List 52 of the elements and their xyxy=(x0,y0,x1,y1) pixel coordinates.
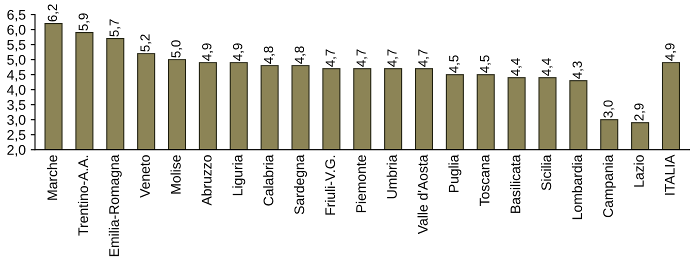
data-label: 4,7 xyxy=(326,49,336,67)
data-label: 4,7 xyxy=(356,49,368,67)
y-tick-label: 2,0 xyxy=(7,145,26,157)
y-tick-label: 6,5 xyxy=(7,10,26,22)
x-tick-label: Piemonte xyxy=(356,155,366,212)
y-tick-label: 4,0 xyxy=(6,84,26,96)
x-tick-label: Abruzzo xyxy=(201,155,212,206)
data-label: 6,2 xyxy=(48,4,59,22)
x-tick-label: Marche xyxy=(47,155,58,200)
data-label: 4,9 xyxy=(665,43,676,61)
data-label: 4,5 xyxy=(449,55,460,73)
x-tick-label: Trentino-A.A. xyxy=(78,156,88,236)
x-tick-label: Campania xyxy=(602,154,616,218)
data-label: 4,8 xyxy=(294,46,306,64)
data-label: 5,2 xyxy=(140,34,152,52)
x-tick-label: ITALIA xyxy=(665,154,675,195)
x-tick-label: Molise xyxy=(170,155,181,194)
y-tick-label: 3,0 xyxy=(7,115,26,126)
data-label: 4,9 xyxy=(232,43,244,61)
x-tick-label: Umbria xyxy=(386,154,397,198)
y-tick-label: 2,5 xyxy=(7,130,26,142)
y-tick-label: 5,0 xyxy=(7,54,26,66)
x-tick-label: Sardegna xyxy=(294,154,307,214)
x-tick-label: Toscana xyxy=(480,154,490,206)
x-tick-label: Basilicata xyxy=(510,154,520,213)
x-tick-label: Sicilia xyxy=(541,154,552,190)
x-tick-label: Liguria xyxy=(232,154,246,196)
data-label: 4,7 xyxy=(387,49,398,67)
x-tick-label: Puglia xyxy=(448,154,462,192)
data-label: 4,9 xyxy=(202,43,213,61)
data-label: 3,0 xyxy=(603,100,614,118)
y-tick-label: 5,5 xyxy=(7,40,26,52)
data-label: 4,4 xyxy=(510,58,522,76)
data-label: 2,9 xyxy=(634,103,646,121)
data-label: 4,8 xyxy=(264,46,275,64)
data-label: 4,4 xyxy=(542,58,553,76)
x-tick-label: Emilia-Romagna xyxy=(108,154,122,256)
x-tick-label: Lombardia xyxy=(572,154,582,220)
data-label: 5,7 xyxy=(110,19,120,37)
x-tick-label: Friuli-V.G. xyxy=(324,156,336,215)
x-tick-label: Calabria xyxy=(263,154,274,206)
data-label: 4,3 xyxy=(572,61,584,79)
x-tick-label: Veneto xyxy=(140,155,150,198)
data-label: 5,0 xyxy=(171,40,182,58)
y-tick-label: 3,5 xyxy=(7,100,26,112)
data-label: 4,7 xyxy=(418,49,430,67)
data-label: 5,9 xyxy=(78,13,90,31)
y-tick-label: 4,5 xyxy=(6,70,26,82)
x-tick-label: Valle d'Aosta xyxy=(418,154,428,234)
y-tick-label: 6,0 xyxy=(7,24,26,36)
data-label: 4,5 xyxy=(480,55,491,73)
x-tick-label: Lazio xyxy=(634,155,644,187)
